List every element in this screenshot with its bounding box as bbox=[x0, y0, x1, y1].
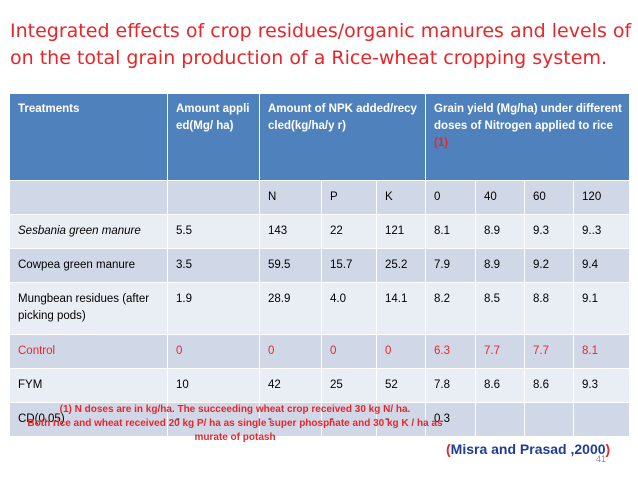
table-cell: 25 bbox=[321, 368, 377, 403]
title-line-1: Integrated effects of crop residues/orga… bbox=[10, 20, 638, 42]
table-cell: - bbox=[321, 402, 377, 437]
table-cell: K bbox=[375, 180, 427, 215]
table-cell: - bbox=[375, 402, 427, 437]
table-cell bbox=[167, 180, 260, 215]
header-grain-text: Grain yield (Mg/ha) under different dose… bbox=[434, 103, 622, 132]
table-cell: 9.3 bbox=[524, 214, 575, 249]
table-cell bbox=[9, 180, 168, 215]
table-cell: 9.2 bbox=[524, 248, 575, 283]
header-treatments: Treatments bbox=[9, 93, 168, 181]
table-cell: Mungbean residues (after picking pods) bbox=[9, 282, 168, 335]
table-cell: 8.1 bbox=[425, 214, 477, 249]
table-cell: 8.5 bbox=[475, 282, 526, 335]
table-cell: 8.9 bbox=[475, 214, 526, 249]
table-cell: 6.3 bbox=[425, 334, 477, 369]
table-cell bbox=[475, 402, 526, 437]
table-cell: N bbox=[259, 180, 322, 215]
table-header-row: Treatments Amount applied(Mg/ ha) Amount… bbox=[9, 93, 631, 181]
slide-title: Integrated effects of crop residues/orga… bbox=[10, 18, 638, 72]
table-cell bbox=[524, 402, 575, 437]
table-cell: 8.6 bbox=[524, 368, 575, 403]
table-cell: 143 bbox=[259, 214, 322, 249]
table-cell: 59.5 bbox=[259, 248, 322, 283]
table-cell: 0.3 bbox=[425, 402, 477, 437]
page-number: 41 bbox=[596, 454, 607, 464]
table-cell: 42 bbox=[259, 368, 322, 403]
table-row: Cowpea green manure 3.5 59.5 15.7 25.2 7… bbox=[9, 248, 631, 283]
table-cell: 8.6 bbox=[475, 368, 526, 403]
table-cell: 7.9 bbox=[425, 248, 477, 283]
table-cell: 0 bbox=[375, 334, 427, 369]
title-line-2: on the total grain production of a Rice-… bbox=[10, 47, 607, 69]
table-cell: Sesbania green manure bbox=[9, 214, 168, 249]
table-cell: - bbox=[259, 402, 322, 437]
table-row: Mungbean residues (after picking pods) 1… bbox=[9, 282, 631, 335]
citation-text: Misra and Prasad ,2000 bbox=[450, 441, 606, 457]
table-cell: 25.2 bbox=[375, 248, 427, 283]
table-cell: 9.3 bbox=[573, 368, 631, 403]
table-cell: 120 bbox=[573, 180, 631, 215]
table-cell: 3.5 bbox=[167, 248, 260, 283]
footnote-line-1: (1) N doses are in kg/ha. The succeeding… bbox=[59, 404, 411, 415]
citation-close-paren: ) bbox=[605, 441, 611, 457]
footnote-line-2: Both rice and wheat received 20 kg P/ ha… bbox=[27, 418, 443, 429]
table-cell: 121 bbox=[375, 214, 427, 249]
citation-open-paren: ( bbox=[446, 441, 451, 457]
table-cell: 0 bbox=[425, 180, 477, 215]
table-cell: 8.8 bbox=[524, 282, 575, 335]
table-cell: 8.2 bbox=[425, 282, 477, 335]
table-cell: 5.5 bbox=[167, 214, 260, 249]
table-cell: 7.7 bbox=[524, 334, 575, 369]
results-table: Treatments Amount applied(Mg/ ha) Amount… bbox=[9, 93, 631, 437]
table-cell: 7.8 bbox=[425, 368, 477, 403]
table-cell: 40 bbox=[475, 180, 526, 215]
table-cell: 52 bbox=[375, 368, 427, 403]
table-row-control: Control 0 0 0 0 6.3 7.7 7.7 8.1 bbox=[9, 334, 631, 369]
table-cell: 7.7 bbox=[475, 334, 526, 369]
subheader-row: N P K 0 40 60 120 bbox=[9, 180, 631, 215]
table-row: CD(0.05) - - - - 0.3 bbox=[9, 402, 631, 437]
footnote-line-3: murate of potash bbox=[194, 432, 276, 443]
table-cell: 0 bbox=[321, 334, 377, 369]
table-cell: CD(0.05) bbox=[9, 402, 168, 437]
table-cell: 15.7 bbox=[321, 248, 377, 283]
table-cell: 28.9 bbox=[259, 282, 322, 335]
table-cell: Cowpea green manure bbox=[9, 248, 168, 283]
header-grain-yield: Grain yield (Mg/ha) under different dose… bbox=[425, 93, 631, 181]
table-cell: 10 bbox=[167, 368, 260, 403]
table-cell: 0 bbox=[259, 334, 322, 369]
table-cell: 0 bbox=[167, 334, 260, 369]
table-cell: 9.4 bbox=[573, 248, 631, 283]
table-cell: P bbox=[321, 180, 377, 215]
header-grain-footnote-ref: (1) bbox=[434, 137, 449, 149]
table-cell: 9..3 bbox=[573, 214, 631, 249]
table-cell: 4.0 bbox=[321, 282, 377, 335]
header-amount: Amount applied(Mg/ ha) bbox=[167, 93, 260, 181]
citation: (Misra and Prasad ,2000) bbox=[446, 441, 610, 457]
table-cell: 8.9 bbox=[475, 248, 526, 283]
table-row: Sesbania green manure 5.5 143 22 121 8.1… bbox=[9, 214, 631, 249]
table-cell bbox=[573, 402, 631, 437]
table-cell: 22 bbox=[321, 214, 377, 249]
table-cell: 8.1 bbox=[573, 334, 631, 369]
table-cell: Control bbox=[9, 334, 168, 369]
table-cell: 1.9 bbox=[167, 282, 260, 335]
table-cell: FYM bbox=[9, 368, 168, 403]
table-row: FYM 10 42 25 52 7.8 8.6 8.6 9.3 bbox=[9, 368, 631, 403]
table-cell: 60 bbox=[524, 180, 575, 215]
header-npk: Amount of NPK added/recycled(kg/ha/y r) bbox=[258, 93, 427, 181]
table-cell: 14.1 bbox=[375, 282, 427, 335]
footnote: (1) N doses are in kg/ha. The succeeding… bbox=[0, 403, 470, 445]
table-cell: 9.1 bbox=[573, 282, 631, 335]
